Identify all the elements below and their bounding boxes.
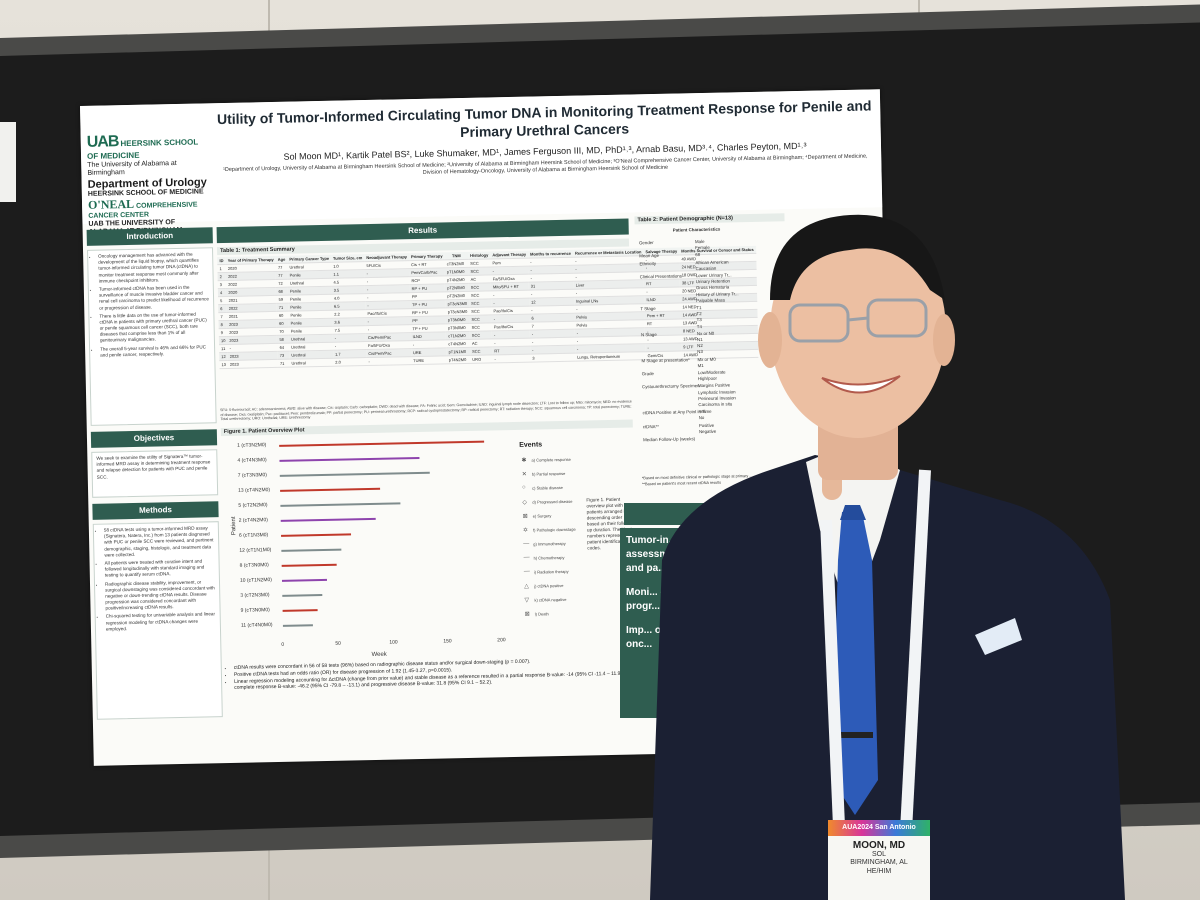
tie-knot — [840, 505, 866, 520]
suit-jacket — [650, 455, 1125, 900]
necktie — [832, 512, 878, 815]
badge-city: BIRMINGHAM, AL — [850, 859, 908, 867]
presenter-hair — [770, 214, 945, 300]
badge-pronouns: HE/HIM — [866, 867, 892, 875]
badge-event: AUA2024 San Antonio — [828, 820, 930, 836]
glasses-left-lens — [788, 303, 850, 343]
tie-clip — [837, 732, 873, 738]
presenter-face — [770, 222, 946, 438]
presenter-smile — [821, 375, 901, 394]
glasses-bridge — [847, 316, 869, 322]
presenter-ear — [758, 312, 782, 368]
badge-name: MOON, MD — [852, 840, 906, 851]
conclusion-bullet: Moni... chara... progr... — [626, 587, 696, 612]
lanyard-right — [899, 469, 931, 851]
presenter-ear — [933, 314, 955, 366]
badge-first-name: SOL — [871, 851, 886, 858]
name-badge: AUA2024 San Antonio MOON, MD SOL BIRMING… — [828, 820, 930, 900]
pocket-square — [975, 618, 1022, 655]
adjacent-poster-edge — [0, 122, 16, 202]
lanyard-left — [820, 519, 846, 851]
